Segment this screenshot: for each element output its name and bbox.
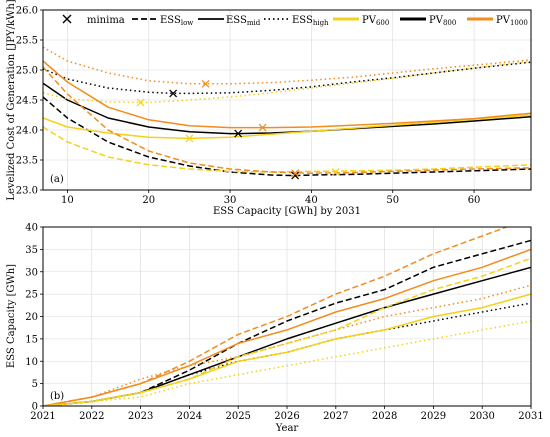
x-tick-label: 2031 [518, 411, 543, 422]
series-line-pv600-ess-mid [43, 114, 531, 140]
minima-marker-pv1000 [201, 79, 210, 88]
legend-pv600: PV600 [333, 15, 389, 27]
y-tick-label: 30 [25, 267, 38, 278]
panel-a-series [43, 46, 531, 177]
y-tick-label: 25.0 [16, 66, 38, 77]
series-line-pv600-ess-high [43, 60, 531, 104]
panel-b-xlabel: Year [275, 423, 299, 434]
legend-minima: minima [62, 14, 125, 26]
y-tick-label: 20 [25, 312, 38, 323]
y-tick-label: 24.0 [16, 126, 38, 137]
series-line-pv1000-ess-mid [43, 60, 531, 129]
legend-minima-marker [62, 14, 72, 24]
series-line-pv600-ess-high [43, 320, 531, 406]
minima-marker-pv800 [234, 129, 243, 138]
y-tick-label: 35 [25, 245, 38, 256]
y-tick-label: 25 [25, 290, 38, 301]
minima-marker-pv600 [331, 168, 340, 176]
x-tick-label: 60 [468, 195, 481, 206]
x-tick-label: 2026 [274, 411, 299, 422]
minima-marker-pv800 [291, 171, 300, 180]
x-tick-label: 2022 [79, 411, 104, 422]
x-tick-label: 30 [224, 195, 237, 206]
legend-ess-high-label: ESShigh [292, 15, 329, 27]
series-line-pv1000-ess-high [43, 46, 531, 85]
y-tick-label: 40 [25, 223, 38, 234]
y-tick-label: 10 [25, 357, 38, 368]
panel-a-ticks: 10 20 30 40 50 60 23.0 23.5 24.0 24.5 25.0 25.5 26.0 [16, 6, 481, 207]
panel-a-minima [136, 79, 340, 180]
panel-b-series [43, 227, 531, 406]
y-tick-label: 0 [32, 402, 38, 413]
legend-pv1000-label: PV1000 [496, 15, 528, 27]
x-tick-label: 10 [61, 195, 74, 206]
series-line-pv1000-ess-low [43, 227, 509, 406]
legend-minima-label: minima [87, 15, 125, 26]
y-tick-label: 15 [25, 334, 38, 345]
panel-b: 2021 2022 2023 2024 2025 2026 2027 2028 2029 2030… [6, 223, 544, 435]
y-tick-label: 23.0 [16, 186, 38, 197]
x-tick-label: 2030 [469, 411, 494, 422]
minima-marker-pv600 [185, 134, 194, 143]
x-tick-label: 2023 [128, 411, 153, 422]
series-line-pv800-ess-mid [43, 82, 531, 135]
series-line-pv600-ess-low [43, 257, 531, 406]
panel-a-ylabel: Levelized Cost of Generation [JPY/kWh] [6, 0, 17, 201]
legend-ess-high: ESShigh [264, 15, 329, 27]
series-line-pv800-ess-low [43, 96, 531, 177]
legend-pv800-label: PV800 [429, 15, 456, 27]
panel-a-tag: (a) [50, 174, 64, 185]
x-tick-label: 2029 [421, 411, 446, 422]
minima-marker-pv800 [169, 89, 178, 98]
minima-marker-pv600 [136, 98, 145, 107]
y-tick-label: 25.5 [16, 36, 38, 47]
x-tick-label: 2024 [177, 411, 202, 422]
x-tick-label: 2021 [30, 411, 55, 422]
panel-a-xlabel: ESS Capacity [GWh] by 2031 [213, 206, 361, 217]
x-tick-label: 40 [305, 195, 318, 206]
legend-ess-low: ESSlow [132, 15, 193, 27]
x-tick-label: 20 [142, 195, 155, 206]
legend-ess-mid: ESSmid [198, 15, 261, 27]
panel-b-tag: (b) [50, 391, 64, 402]
y-tick-label: 24.5 [16, 96, 38, 107]
legend-pv800: PV800 [400, 15, 456, 27]
y-tick-label: 23.5 [16, 156, 38, 167]
panel-a: 10 20 30 40 50 60 23.0 23.5 24.0 24.5 25.0 25.5 26.0… [6, 0, 532, 217]
legend-pv600-label: PV600 [362, 15, 389, 27]
x-tick-label: 2028 [372, 411, 397, 422]
series-line-pv800-ess-high [43, 61, 531, 95]
panel-a-grid [43, 9, 531, 191]
series-line-pv1000-ess-low [43, 66, 531, 174]
y-tick-label: 26.0 [16, 6, 38, 17]
legend-ess-mid-label: ESSmid [226, 15, 261, 27]
panel-b-ticks: 2021 2022 2023 2024 2025 2026 2027 2028 2029 2030… [25, 223, 543, 423]
legend-ess-low-label: ESSlow [160, 15, 193, 27]
x-tick-label: 50 [386, 195, 399, 206]
x-tick-label: 2027 [323, 411, 348, 422]
legend-pv1000: PV1000 [467, 15, 528, 27]
minima-marker-pv1000 [258, 123, 267, 132]
y-tick-label: 5 [32, 379, 38, 390]
legend: minima ESSlow ESSmid ESShigh PV600 PV800 [62, 14, 528, 27]
minima-marker-pv1000 [291, 169, 300, 178]
series-line-pv600-ess-low [43, 126, 531, 173]
panel-b-ylabel: ESS Capacity [GWh] [6, 264, 17, 368]
x-tick-label: 2025 [225, 411, 250, 422]
